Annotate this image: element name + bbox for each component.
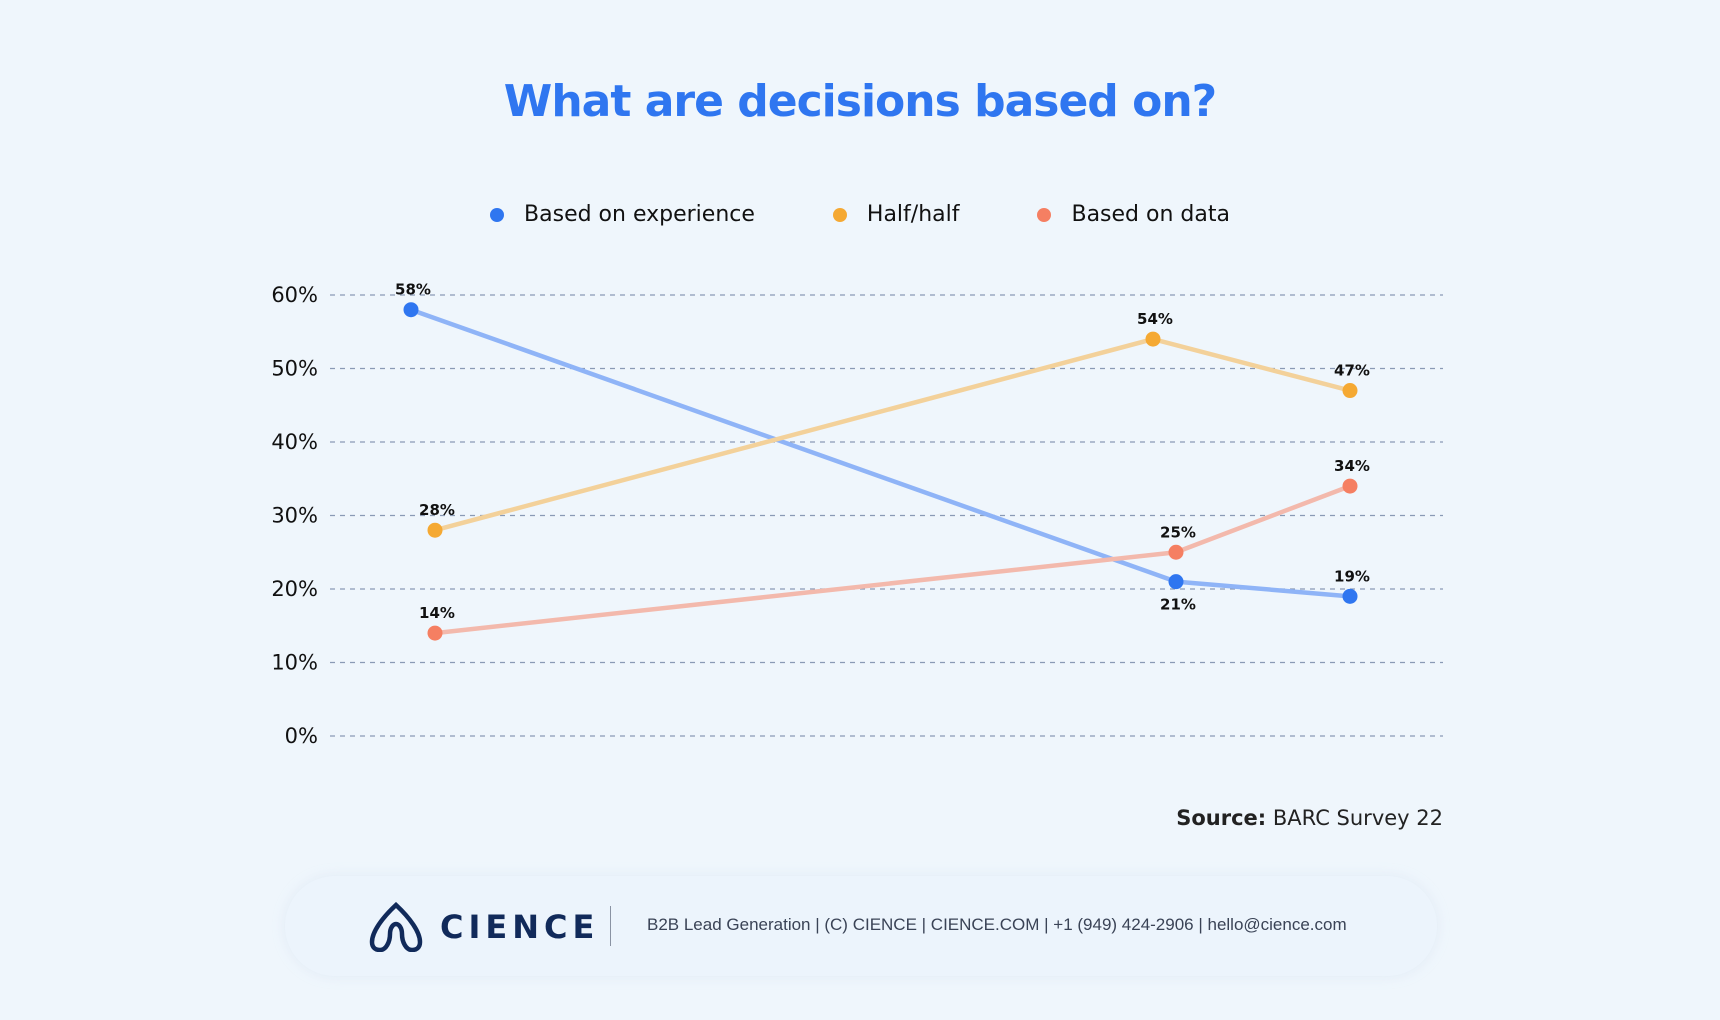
data-point	[1168, 574, 1184, 590]
data-point	[1342, 478, 1358, 494]
data-label: 14%	[419, 604, 455, 622]
cience-logo: CIENCE	[368, 902, 599, 952]
data-label: 58%	[395, 281, 431, 299]
y-tick-label: 40%	[271, 430, 318, 454]
footer-bar: CIENCE B2B Lead Generation | (C) CIENCE …	[285, 876, 1437, 976]
data-point	[427, 625, 443, 641]
series-line	[434, 483, 1351, 636]
legend: Based on experience Half/half Based on d…	[0, 202, 1720, 227]
data-point	[1342, 383, 1358, 399]
legend-item-data: Based on data	[1037, 202, 1230, 227]
chart-title: What are decisions based on?	[503, 76, 1217, 127]
source-note: Source: BARC Survey 22	[1176, 806, 1443, 830]
data-label: 47%	[1334, 362, 1370, 380]
data-label: 34%	[1334, 457, 1370, 475]
data-point	[427, 522, 443, 538]
data-point	[1168, 544, 1184, 560]
data-label: 21%	[1160, 596, 1196, 614]
y-tick-label: 60%	[271, 283, 318, 307]
data-point	[1145, 331, 1161, 347]
cience-logo-icon	[369, 902, 423, 952]
y-tick-label: 0%	[285, 724, 318, 748]
legend-label: Based on data	[1071, 202, 1230, 227]
footer-divider	[610, 906, 611, 946]
legend-dot-icon	[1037, 207, 1052, 222]
y-tick-label: 10%	[271, 651, 318, 675]
y-tick-label: 30%	[271, 504, 318, 528]
line-chart: 0% 10% 20% 30% 40% 50% 60% 58% 21% 19% 28% 54% 47% 14…	[271, 281, 1443, 748]
data-label: 25%	[1160, 523, 1196, 541]
data-label: 54%	[1137, 310, 1173, 328]
data-point	[1342, 588, 1358, 604]
y-tick-label: 20%	[271, 577, 318, 601]
data-label: 28%	[419, 501, 455, 519]
legend-label: Based on experience	[524, 202, 755, 227]
legend-item-half: Half/half	[832, 202, 960, 227]
data-label: 19%	[1334, 567, 1370, 585]
source-text: BARC Survey 22	[1272, 806, 1443, 830]
legend-dot-icon	[832, 207, 847, 222]
logo-text: CIENCE	[440, 908, 600, 946]
footer-contact-text: B2B Lead Generation | (C) CIENCE | CIENC…	[647, 915, 1347, 934]
y-tick-label: 50%	[271, 357, 318, 381]
source-label: Source:	[1176, 806, 1267, 830]
legend-item-experience: Based on experience	[490, 202, 755, 227]
legend-label: Half/half	[866, 202, 960, 227]
legend-dot-icon	[490, 207, 505, 222]
data-point	[403, 302, 419, 318]
